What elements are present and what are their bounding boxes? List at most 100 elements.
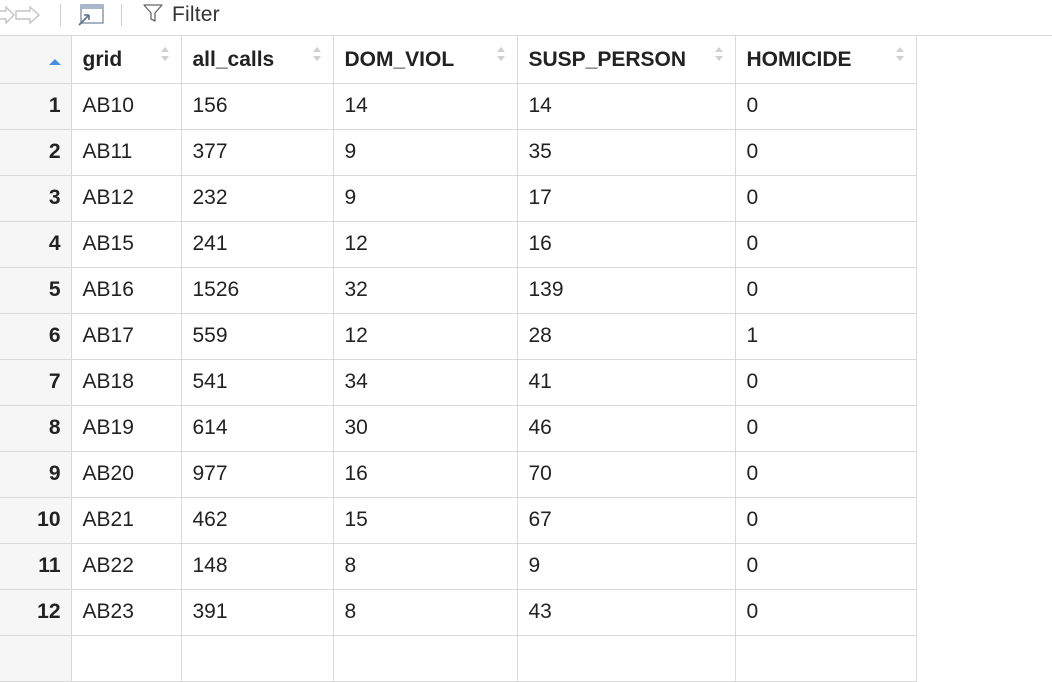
column-header-dom-viol[interactable]: DOM_VIOL [333,36,518,84]
sort-toggle-icon [894,44,906,64]
cell-all-calls: 232 [181,175,334,222]
table-row: 1 AB10 156 14 14 0 [0,83,917,130]
toolbar-divider [121,4,122,26]
cell-all-calls: 541 [181,359,334,406]
cell-homicide: 1 [735,313,917,360]
row-number: 5 [0,267,72,314]
cell-all-calls: 391 [181,589,334,636]
cell-grid: AB19 [71,405,182,452]
cell-grid [71,635,182,682]
row-number: 7 [0,359,72,406]
row-number: 6 [0,313,72,360]
sort-toggle-icon [159,44,171,64]
cell-all-calls: 1526 [181,267,334,314]
cell-homicide: 0 [735,83,917,130]
cell-all-calls: 559 [181,313,334,360]
cell-grid: AB16 [71,267,182,314]
cell-all-calls: 156 [181,83,334,130]
table-row: 2 AB11 377 9 35 0 [0,129,917,176]
cell-homicide [735,635,917,682]
cell-dom-viol: 16 [333,451,518,498]
cell-susp-person: 46 [517,405,736,452]
cell-dom-viol: 8 [333,589,518,636]
cell-susp-person: 43 [517,589,736,636]
cell-susp-person: 67 [517,497,736,544]
cell-homicide: 0 [735,267,917,314]
row-number: 2 [0,129,72,176]
cell-all-calls: 614 [181,405,334,452]
cell-homicide: 0 [735,405,917,452]
sort-toggle-icon [495,44,507,64]
row-number: 9 [0,451,72,498]
forward-arrow-icon[interactable] [14,4,42,26]
cell-homicide: 0 [735,175,917,222]
column-header-label: grid [82,48,123,72]
row-number: 4 [0,221,72,268]
row-number: 10 [0,497,72,544]
sort-toggle-icon [713,44,725,64]
cell-dom-viol: 34 [333,359,518,406]
cell-susp-person: 28 [517,313,736,360]
funnel-icon [142,2,164,29]
column-header-grid[interactable]: grid [71,36,182,84]
data-table-container: grid all_calls DOM_VIOL [0,36,917,682]
cell-homicide: 0 [735,359,917,406]
cell-homicide: 0 [735,497,917,544]
cell-dom-viol: 30 [333,405,518,452]
cell-all-calls [181,635,334,682]
toolbar-divider [60,4,61,26]
cell-homicide: 0 [735,451,917,498]
data-table: grid all_calls DOM_VIOL [0,36,917,682]
cell-grid: AB11 [71,129,182,176]
column-header-homicide[interactable]: HOMICIDE [735,36,917,84]
column-header-all-calls[interactable]: all_calls [181,36,334,84]
table-row: 9 AB20 977 16 70 0 [0,451,917,498]
column-header-label: all_calls [192,48,275,72]
cell-grid: AB22 [71,543,182,590]
cell-grid: AB17 [71,313,182,360]
cell-all-calls: 462 [181,497,334,544]
cell-susp-person: 17 [517,175,736,222]
table-row: 8 AB19 614 30 46 0 [0,405,917,452]
column-header-susp-person[interactable]: SUSP_PERSON [517,36,736,84]
cell-susp-person: 70 [517,451,736,498]
cell-susp-person: 14 [517,83,736,130]
table-row-partial [0,635,917,682]
cell-dom-viol: 12 [333,313,518,360]
viewer-toolbar: Filter [0,0,1052,36]
cell-dom-viol: 14 [333,83,518,130]
cell-all-calls: 377 [181,129,334,176]
back-arrow-icon[interactable] [0,4,16,26]
cell-dom-viol: 12 [333,221,518,268]
cell-homicide: 0 [735,589,917,636]
column-header-label: HOMICIDE [746,48,852,72]
row-number-header[interactable] [0,36,72,84]
row-number [0,635,72,682]
cell-all-calls: 148 [181,543,334,590]
table-row: 6 AB17 559 12 28 1 [0,313,917,360]
cell-grid: AB12 [71,175,182,222]
cell-grid: AB23 [71,589,182,636]
table-row: 7 AB18 541 34 41 0 [0,359,917,406]
table-row: 11 AB22 148 8 9 0 [0,543,917,590]
table-row: 5 AB16 1526 32 139 0 [0,267,917,314]
filter-button[interactable]: Filter [142,2,242,29]
cell-dom-viol: 9 [333,175,518,222]
header-row: grid all_calls DOM_VIOL [0,36,917,84]
popout-window-icon[interactable] [74,4,108,26]
row-number: 1 [0,83,72,130]
cell-dom-viol: 32 [333,267,518,314]
cell-susp-person: 9 [517,543,736,590]
cell-homicide: 0 [735,129,917,176]
cell-dom-viol: 15 [333,497,518,544]
cell-susp-person: 41 [517,359,736,406]
cell-susp-person: 139 [517,267,736,314]
row-number: 8 [0,405,72,452]
row-number: 11 [0,543,72,590]
table-row: 12 AB23 391 8 43 0 [0,589,917,636]
cell-grid: AB10 [71,83,182,130]
cell-susp-person [517,635,736,682]
cell-all-calls: 977 [181,451,334,498]
table-row: 10 AB21 462 15 67 0 [0,497,917,544]
filter-label: Filter [172,3,220,26]
